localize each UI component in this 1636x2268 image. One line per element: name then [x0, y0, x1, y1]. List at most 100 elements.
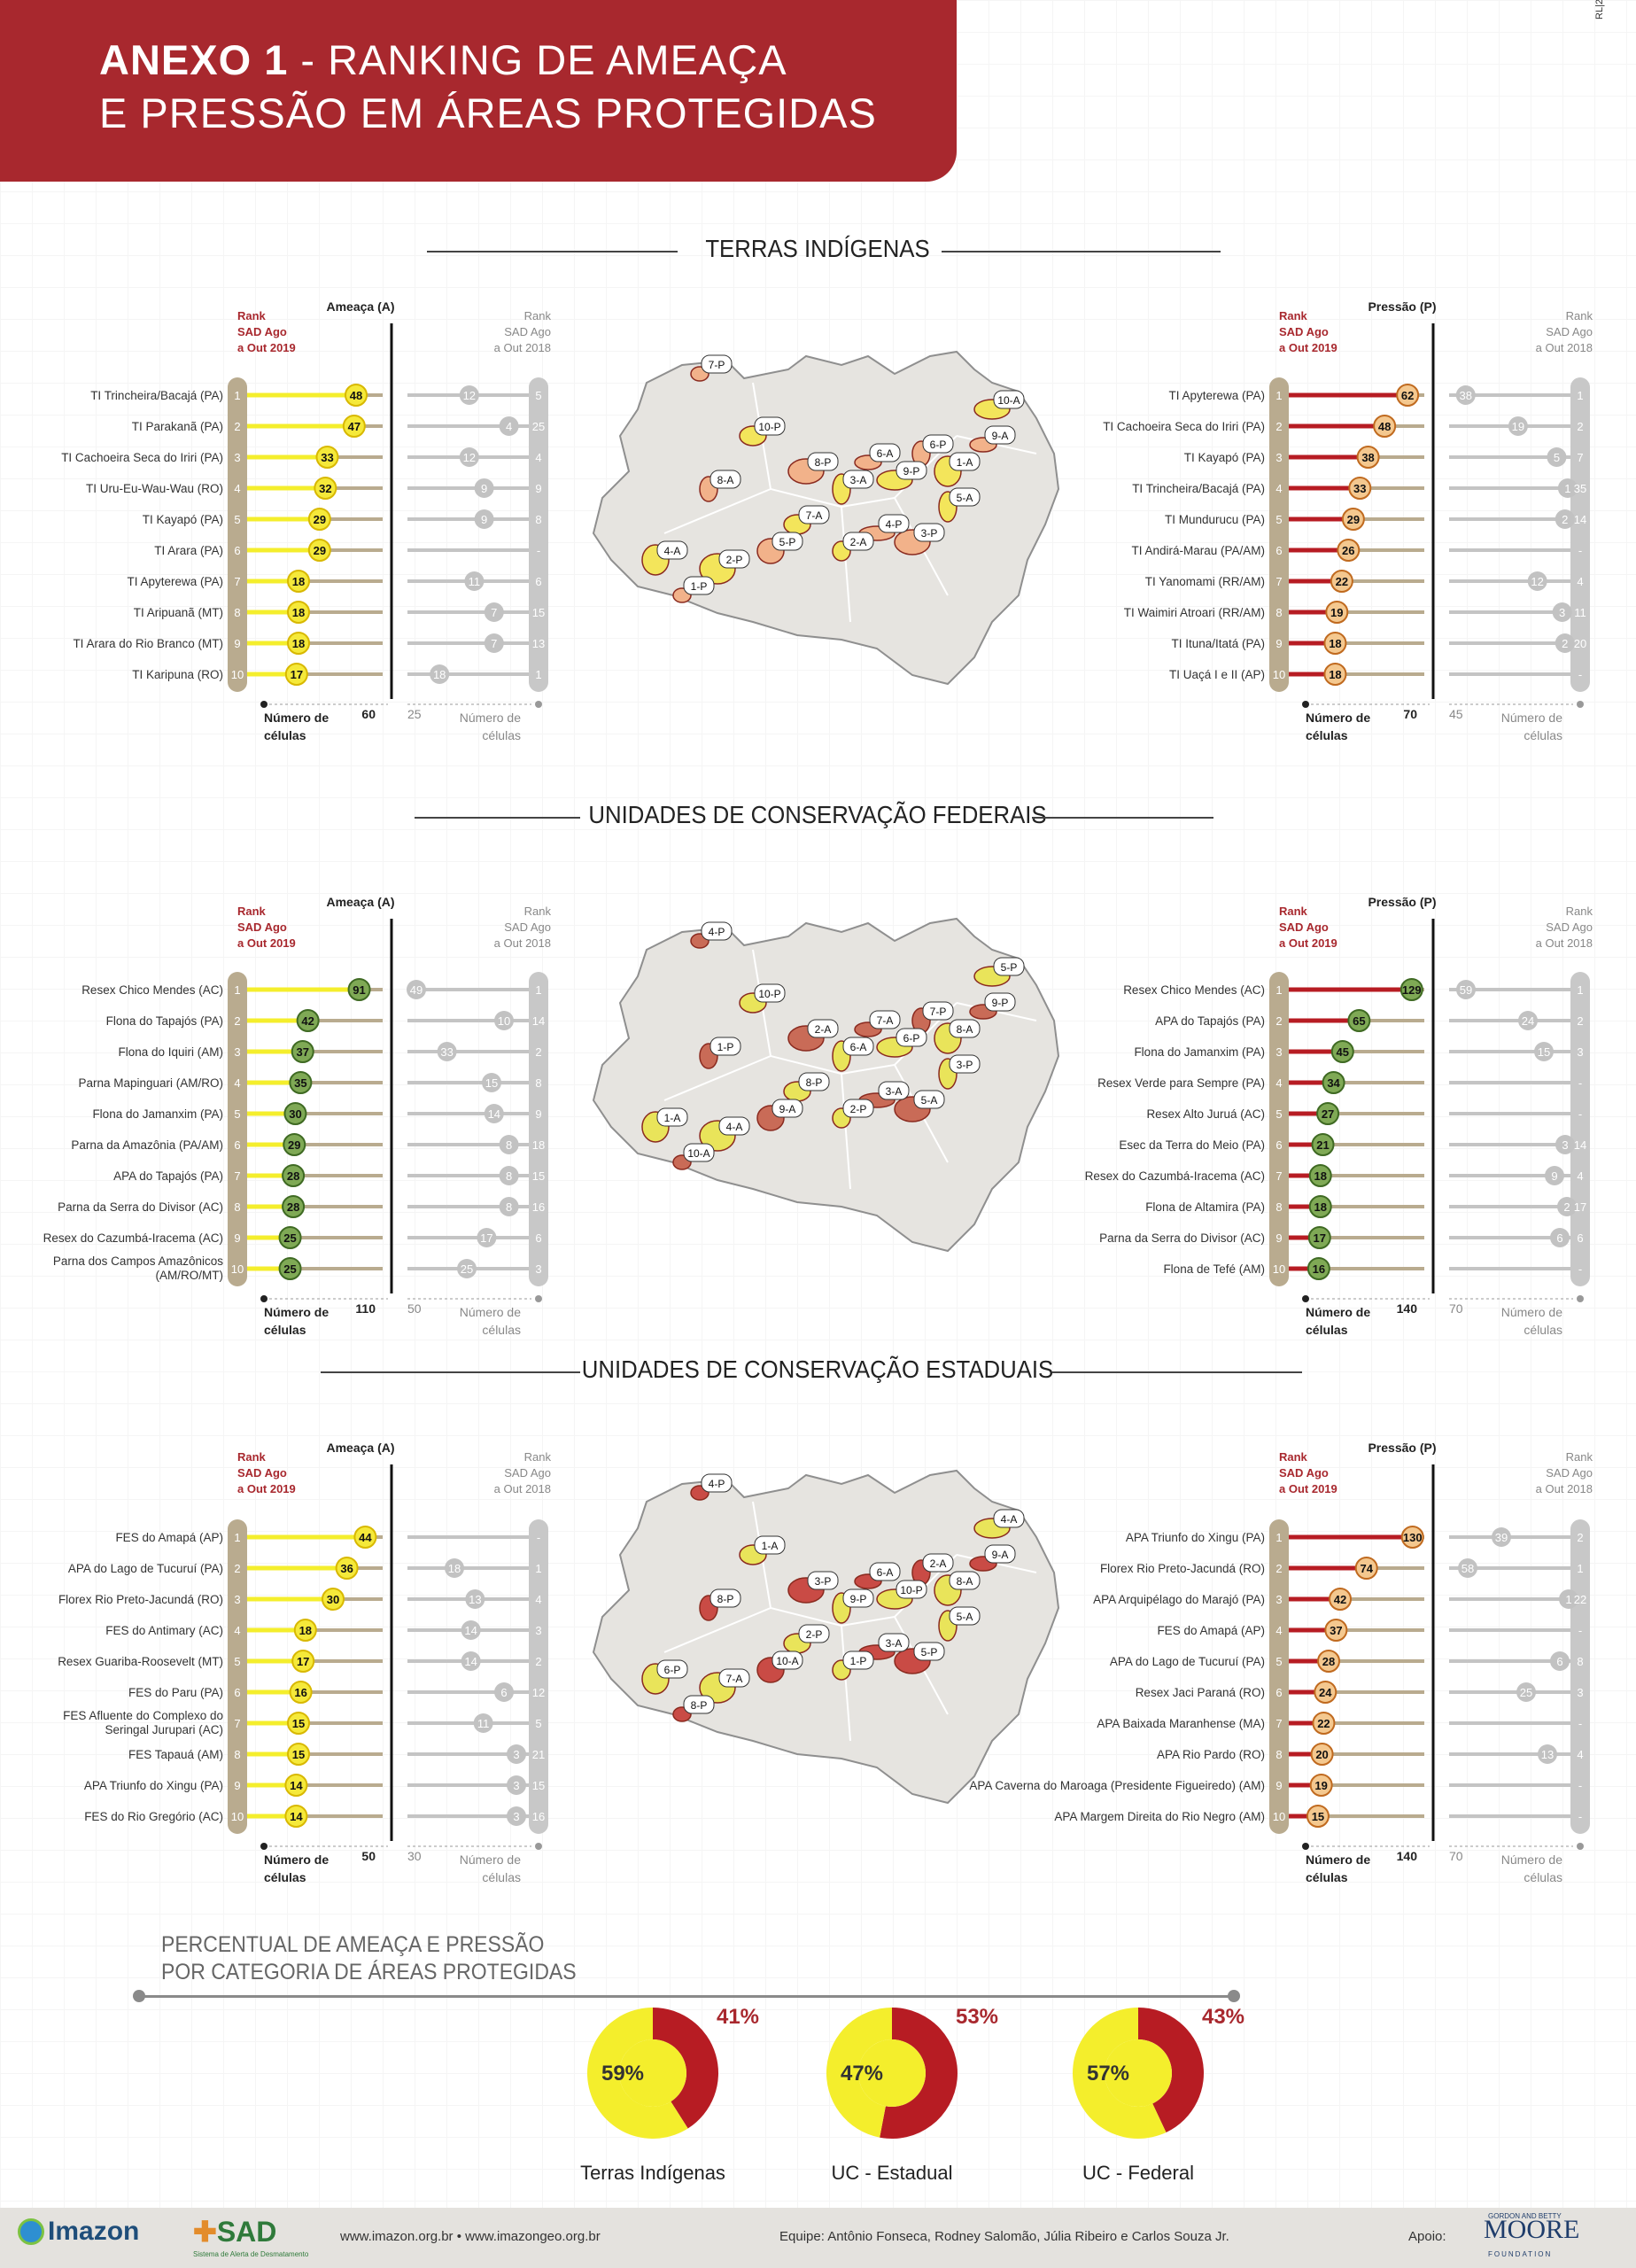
row-value-marker — [1373, 415, 1397, 438]
map-label: 9-A — [992, 430, 1009, 442]
row-value: 42 — [301, 1014, 314, 1028]
row-prev-value: 11 — [477, 1717, 490, 1730]
row-prev-marker — [507, 1775, 526, 1795]
row-name: TI Trincheira/Bacajá (PA) — [90, 389, 223, 402]
row-name: Flona de Tefé (AM) — [1163, 1262, 1265, 1276]
map-label-box — [718, 1668, 750, 1688]
row-value-marker — [1306, 1257, 1330, 1280]
row-name: Resex Jaci Paraná (RO) — [1136, 1686, 1265, 1699]
row-name: FES do Paru (PA) — [128, 1686, 223, 1699]
row-value: 15 — [292, 1717, 305, 1730]
row-rank: 6 — [234, 1138, 240, 1152]
row-name: APA Arquipélago do Marajó (PA) — [1093, 1593, 1265, 1606]
rank-header-now: Rank — [237, 905, 267, 918]
row-name: FES do Amapá (AP) — [1157, 1624, 1265, 1637]
map-label-box — [807, 452, 839, 471]
row-prev-rank: 8 — [535, 1076, 541, 1090]
row-value-marker — [287, 632, 310, 655]
row-prev-rank: 9 — [535, 482, 541, 495]
rank-header-prev-line3: a Out 2018 — [494, 936, 551, 950]
row-prev-rank: 4 — [535, 451, 541, 464]
row-prev-value: 3 — [513, 1810, 519, 1823]
row-name: APA Triunfo do Xingu (PA) — [1126, 1531, 1265, 1544]
row-prev-rank: 13 — [532, 637, 545, 650]
row-value-marker — [1337, 539, 1361, 562]
measure-header: Ameaça (A) — [326, 895, 394, 909]
map-label-box — [842, 1099, 874, 1118]
row-rank: 1 — [1275, 1531, 1282, 1544]
row-value: 33 — [1353, 482, 1366, 495]
row-prev-marker — [459, 447, 479, 467]
row-value: 91 — [353, 983, 365, 997]
row-name: Resex Verde para Sempre (PA) — [1097, 1076, 1265, 1090]
map-label-box — [754, 983, 786, 1003]
cells-label-prev-line2: células — [482, 1870, 521, 1884]
axis-origin-dot — [260, 1843, 267, 1850]
cells-label-prev-line2: células — [482, 728, 521, 742]
cells-label-prev-line2: células — [482, 1323, 521, 1337]
row-name: TI Karipuna (RO) — [132, 668, 223, 681]
axis-prev-dot — [535, 1843, 542, 1850]
row-name: TI Arara do Rio Branco (MT) — [73, 637, 223, 650]
row-prev-rank: 3 — [1577, 1686, 1583, 1699]
row-prev-marker — [474, 478, 494, 498]
percent-divider-dot-left — [133, 1990, 145, 2002]
footer-sites[interactable]: www.imazon.org.br • www.imazongeo.org.br — [340, 2229, 601, 2244]
row-value-marker — [283, 1102, 307, 1125]
row-prev-marker — [1557, 1197, 1577, 1216]
section-title-line-left — [427, 251, 678, 252]
row-prev-marker — [1456, 980, 1476, 999]
axis-prev-dot — [1577, 701, 1584, 708]
rank-column — [228, 972, 247, 1286]
map-label-box — [984, 425, 1016, 445]
row-rank: 10 — [231, 1262, 244, 1276]
row-rank: 4 — [1275, 1624, 1282, 1637]
rank-header-now-line2: SAD Ago — [237, 325, 287, 338]
moore-bottom: FOUNDATION — [1488, 2250, 1553, 2258]
row-value-marker — [1330, 1040, 1354, 1063]
row-value: 27 — [1322, 1107, 1334, 1121]
rank-header-prev-line2: SAD Ago — [1546, 920, 1593, 934]
cells-label-prev-line2: células — [1524, 1323, 1562, 1337]
map-label: 2-A — [850, 536, 867, 548]
row-prev-rank: 11 — [1574, 606, 1586, 619]
row-value: 37 — [1330, 1624, 1342, 1637]
row-value-marker — [342, 415, 366, 438]
row-prev-value: 3 — [1559, 606, 1565, 619]
percent-divider — [139, 1995, 1234, 1998]
row-prev-rank: 6 — [1577, 1231, 1583, 1245]
map-label-box — [807, 1019, 839, 1038]
map-label: 8-A — [957, 1023, 973, 1036]
row-value-marker — [287, 1743, 310, 1766]
row-value-marker — [1400, 978, 1423, 1001]
side-code: RL|2 — [1594, 0, 1605, 19]
row-prev-rank: 1 — [1577, 983, 1583, 997]
row-value-marker — [1329, 1588, 1352, 1611]
row-value: 18 — [292, 637, 305, 650]
map-label: 1-P — [717, 1041, 734, 1053]
section-title-line-left — [415, 817, 580, 819]
rank-header-prev-line2: SAD Ago — [504, 325, 551, 338]
row-rank: 1 — [234, 1531, 240, 1544]
row-prev-rank: 1 — [535, 1562, 541, 1575]
row-name: Resex Chico Mendes (AC) — [81, 983, 223, 997]
rank-header-prev: Rank — [524, 905, 552, 918]
row-prev-marker — [494, 1011, 514, 1030]
cells-label-line2: células — [264, 1323, 306, 1337]
row-rank: 5 — [1275, 1107, 1282, 1121]
map-label-box — [949, 1019, 981, 1038]
row-prev-rank: 5 — [535, 1717, 541, 1730]
row-prev-rank: - — [1578, 1076, 1582, 1090]
row-name: TI Arara (PA) — [154, 544, 223, 557]
map-label-box — [842, 532, 874, 551]
row-value-marker — [1325, 601, 1349, 624]
map-label-box — [949, 1054, 981, 1074]
row-value-marker — [291, 1040, 314, 1063]
row-prev-value: 7 — [491, 606, 497, 619]
row-value-marker — [278, 1257, 302, 1280]
row-name: TI Uaçá I e II (AP) — [1169, 668, 1265, 681]
rank-header-now-line2: SAD Ago — [1279, 325, 1329, 338]
row-value: 37 — [296, 1045, 308, 1059]
rank-header-prev-line3: a Out 2018 — [1536, 341, 1593, 354]
row-rank: 5 — [234, 1655, 240, 1668]
